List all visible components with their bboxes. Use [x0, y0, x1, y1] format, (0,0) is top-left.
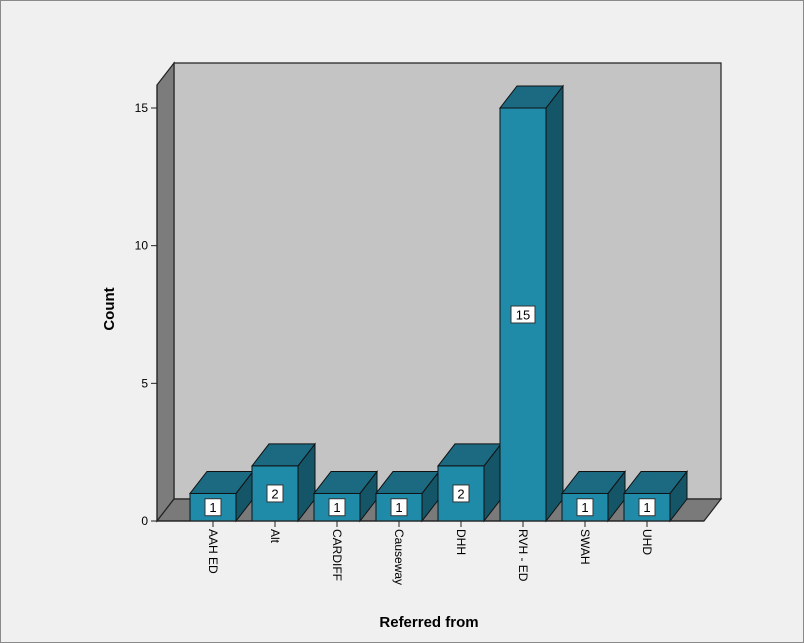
chart-walls	[155, 61, 723, 523]
data-label: 1	[643, 500, 650, 515]
x-tick-label: Causeway	[392, 529, 406, 585]
x-tick-label: Alt	[268, 529, 282, 544]
y-axis: 0 5 10 15	[135, 85, 158, 528]
data-label: 1	[209, 500, 216, 515]
x-axis-title: Referred from	[379, 614, 478, 631]
x-tick-label: SWAH	[578, 529, 592, 565]
y-tick-label: 0	[141, 514, 148, 528]
data-label-box	[452, 484, 470, 503]
data-label-box	[266, 484, 284, 503]
data-label: 15	[516, 308, 530, 323]
bar: 2	[436, 442, 503, 523]
data-label: 1	[581, 500, 588, 515]
bar-side	[545, 84, 564, 523]
x-tick-label: RVH - ED	[516, 529, 530, 582]
bars: 1 2 1 1 2 15 1 1	[188, 84, 689, 523]
bar: 1	[622, 470, 689, 523]
x-tick-label: UHD	[640, 529, 654, 555]
data-label: 2	[457, 486, 464, 501]
data-label-box	[510, 305, 536, 324]
data-label-box	[638, 498, 656, 517]
x-tick-label: AAH ED	[206, 529, 220, 574]
data-label-box	[390, 498, 408, 517]
bar: 1	[560, 470, 627, 523]
data-label-box	[328, 498, 346, 517]
bar: 2	[250, 442, 317, 523]
x-axis: AAH ED Alt CARDIFF Causeway DHH RVH - ED SWAH U…	[157, 520, 704, 585]
bar: 1	[312, 470, 379, 523]
side-wall	[156, 61, 175, 523]
y-tick-label: 10	[135, 239, 149, 253]
x-tick-label: CARDIFF	[330, 529, 344, 581]
x-tick-label: DHH	[454, 529, 468, 555]
data-label: 1	[395, 500, 402, 515]
y-tick-label: 5	[141, 376, 148, 390]
data-label: 2	[271, 486, 278, 501]
y-tick-label: 15	[135, 101, 149, 115]
data-label-box	[204, 498, 222, 517]
bar: 1	[188, 470, 255, 523]
back-wall	[173, 62, 722, 500]
bar: 15	[498, 84, 565, 523]
y-axis-title: Count	[101, 287, 118, 330]
data-label: 1	[333, 500, 340, 515]
data-label-box	[576, 498, 594, 517]
